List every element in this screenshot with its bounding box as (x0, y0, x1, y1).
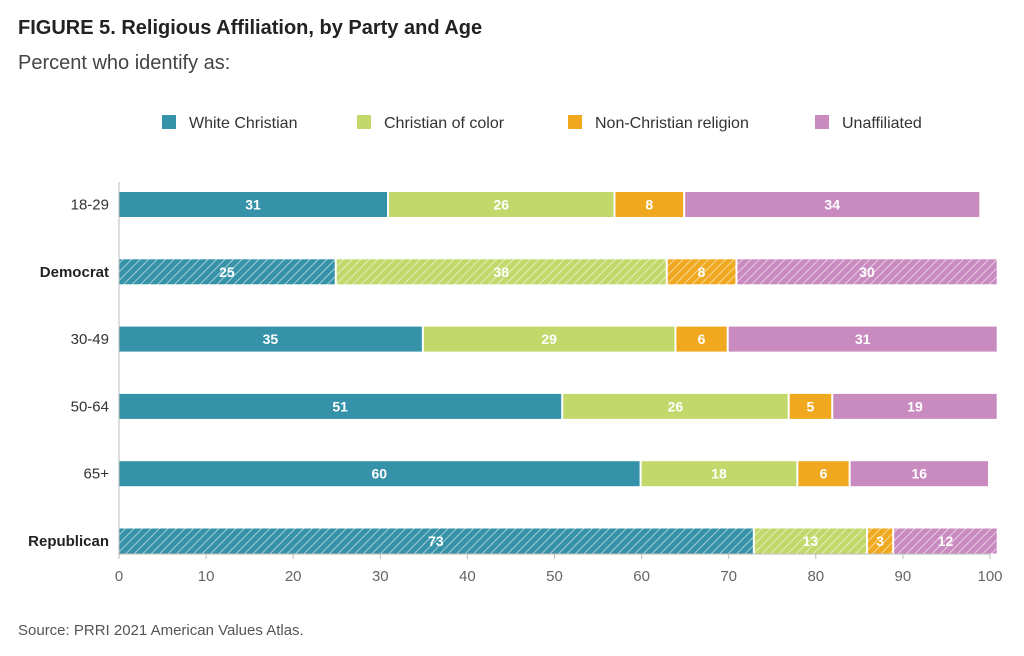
bar-value-label: 3 (876, 533, 884, 549)
category-label: 65+ (84, 466, 110, 483)
bar-value-label: 35 (263, 331, 279, 347)
category-label: 50-64 (71, 398, 109, 415)
bar-value-label: 26 (668, 398, 684, 414)
bar-30-49-series-4 (728, 326, 997, 352)
bar-value-label: 31 (245, 197, 261, 213)
bar-value-label: 38 (493, 264, 509, 280)
category-label: Democrat (40, 264, 109, 281)
x-tick-label: 80 (807, 568, 824, 585)
category-label: Republican (28, 533, 109, 550)
chart-subtitle: Percent who identify as: (18, 52, 231, 74)
x-tick-label: 100 (977, 568, 1002, 585)
bar-30-49-series-2 (423, 326, 675, 352)
x-tick-label: 30 (372, 568, 389, 585)
bar-republican-series-2 (754, 528, 867, 554)
bar-18-29-series-1 (119, 192, 388, 217)
bar-value-label: 12 (938, 533, 954, 549)
bar-65+-series-3 (798, 461, 849, 487)
bar-value-label: 51 (332, 398, 348, 414)
bar-value-label: 34 (824, 197, 840, 213)
bar-value-label: 6 (698, 331, 706, 347)
legend-swatch-3 (568, 115, 582, 129)
x-tick-label: 90 (895, 568, 912, 585)
bar-value-label: 19 (907, 398, 923, 414)
bar-50-64-series-2 (563, 393, 788, 419)
x-axis: 0 10 20 30 40 50 60 70 80 90 100 (115, 182, 1003, 585)
category-label: 18-29 (71, 197, 109, 214)
bar-50-64-series-3 (789, 393, 832, 419)
bars: 31 26 8 34 25 38 8 30 35 29 6 31 51 26 5 19 60 18 6 16 73 13 3… (119, 192, 997, 554)
bar-18-29-series-3 (615, 192, 684, 217)
bar-democrat-series-4 (737, 259, 997, 285)
bar-65+-series-1 (119, 461, 640, 487)
bar-value-label: 30 (859, 264, 875, 280)
legend-label-3: Non-Christian religion (595, 115, 749, 132)
bar-value-label: 5 (807, 398, 815, 414)
legend-label-4: Unaffiliated (842, 115, 922, 132)
category-label: 30-49 (71, 331, 109, 348)
bar-value-label: 25 (219, 264, 235, 280)
bar-value-label: 26 (493, 197, 509, 213)
bar-democrat-series-1 (119, 259, 335, 285)
bar-republican-series-1 (119, 528, 753, 554)
chart-title: FIGURE 5. Religious Affiliation, by Part… (18, 17, 483, 39)
x-tick-label: 40 (459, 568, 476, 585)
bar-value-label: 6 (820, 466, 828, 482)
bar-value-label: 31 (855, 331, 871, 347)
x-tick-label: 50 (546, 568, 563, 585)
x-tick-label: 10 (198, 568, 215, 585)
legend-label-2: Christian of color (384, 115, 505, 132)
bar-50-64-series-4 (833, 393, 997, 419)
bar-value-label: 13 (803, 533, 819, 549)
bar-30-49-series-3 (676, 326, 727, 352)
legend-swatch-2 (357, 115, 371, 129)
legend-swatch-1 (162, 115, 176, 129)
legend: White Christian Christian of color Non-Chr… (162, 115, 922, 132)
x-tick-label: 20 (285, 568, 302, 585)
bar-value-label: 29 (541, 331, 557, 347)
bar-18-29-series-4 (685, 192, 980, 217)
x-tick-label: 0 (115, 568, 123, 585)
bar-value-label: 8 (698, 264, 706, 280)
bar-value-label: 8 (645, 197, 653, 213)
source-note: Source: PRRI 2021 American Values Atlas. (18, 622, 304, 639)
bar-65+-series-2 (641, 461, 797, 487)
x-tick-label: 70 (720, 568, 737, 585)
legend-swatch-4 (815, 115, 829, 129)
bar-value-label: 73 (428, 533, 444, 549)
bar-65+-series-4 (850, 461, 988, 487)
bar-50-64-series-1 (119, 393, 562, 419)
bar-republican-series-3 (868, 528, 893, 554)
bar-value-label: 60 (372, 466, 388, 482)
bar-30-49-series-1 (119, 326, 422, 352)
y-axis-labels: 18-29 Democrat 30-49 50-64 65+ Republican (28, 197, 109, 551)
bar-18-29-series-2 (389, 192, 614, 217)
legend-label-1: White Christian (189, 115, 297, 132)
bar-republican-series-4 (894, 528, 997, 554)
bar-democrat-series-2 (336, 259, 666, 285)
bar-value-label: 18 (711, 466, 727, 482)
x-tick-label: 60 (633, 568, 650, 585)
bar-democrat-series-3 (667, 259, 736, 285)
bar-value-label: 16 (912, 466, 928, 482)
